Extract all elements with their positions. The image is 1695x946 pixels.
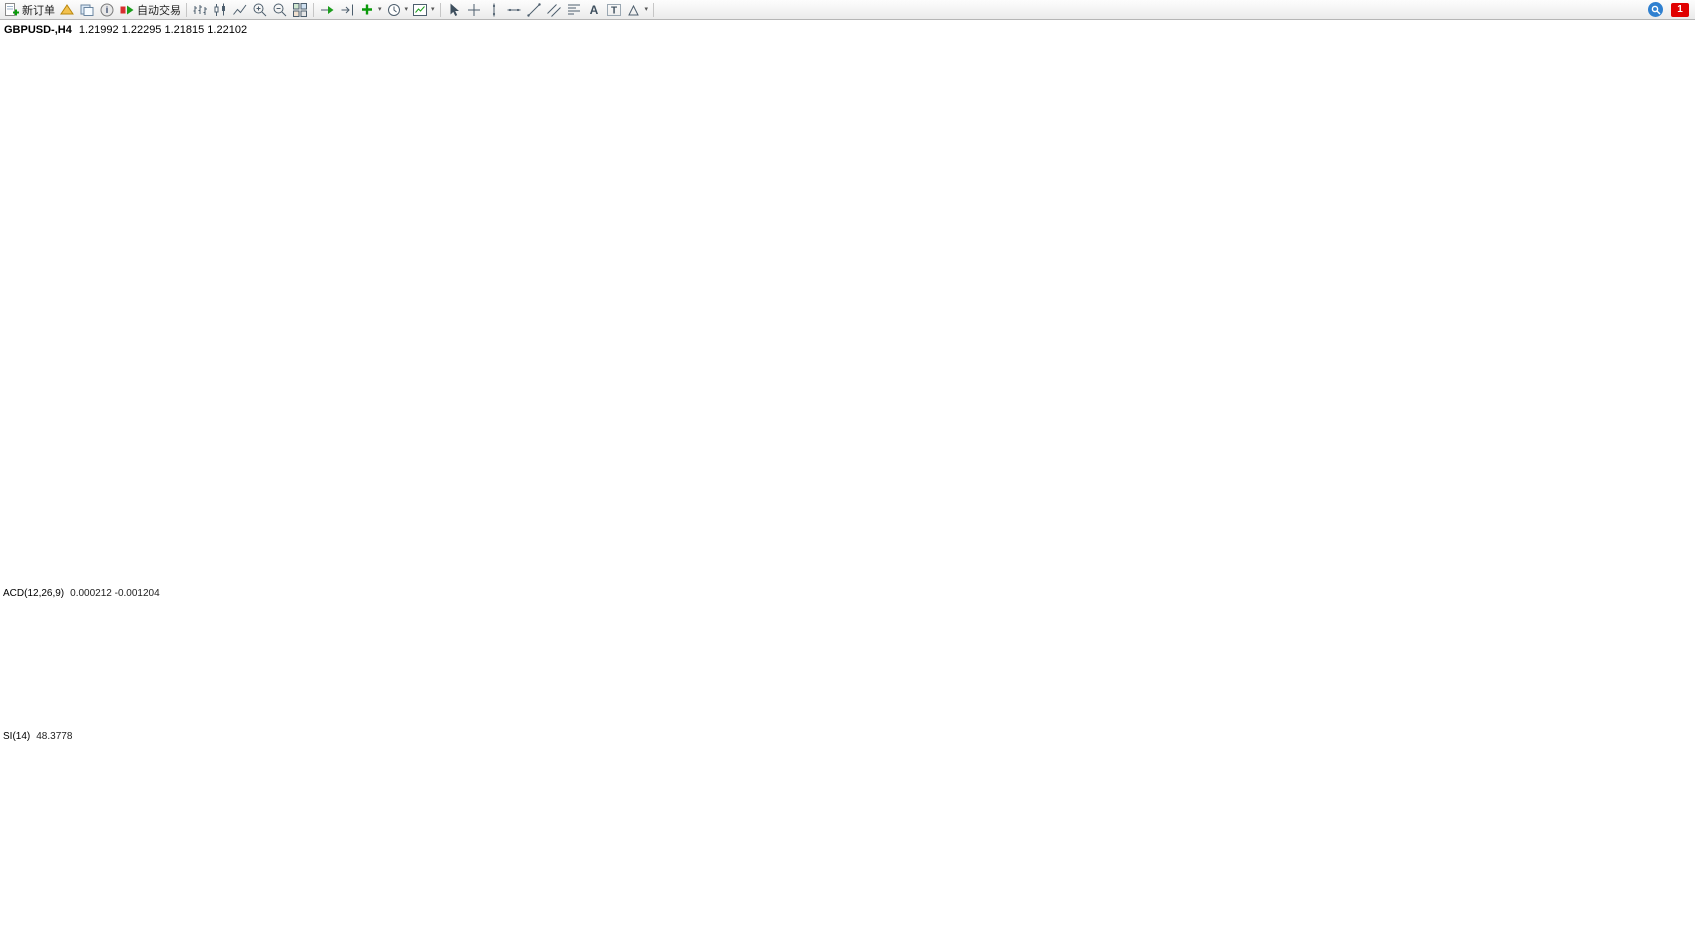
notification-badge[interactable]: 1: [1671, 2, 1689, 17]
auto-scroll-icon: [321, 5, 334, 14]
toolbar-right-group: 1: [1648, 2, 1693, 17]
data-window-button[interactable]: [77, 1, 97, 19]
fibonacci-icon: [567, 4, 580, 14]
text-label-icon: T: [606, 3, 621, 16]
svg-text:A: A: [589, 3, 598, 17]
line-chart-icon: [233, 4, 247, 15]
market-watch-icon: [60, 3, 74, 14]
text-label-button[interactable]: T: [604, 1, 624, 19]
tile-windows-button[interactable]: [290, 1, 310, 19]
trendline-button[interactable]: [524, 1, 544, 19]
vertical-line-icon: [492, 3, 495, 16]
main-toolbar: 新订单 i 自动交易: [0, 0, 1695, 20]
chevron-down-icon: ▾: [378, 6, 382, 13]
templates-button[interactable]: ▾: [410, 1, 437, 19]
zoom-out-icon: [273, 3, 287, 16]
periods-button[interactable]: ▾: [384, 1, 411, 19]
horizontal-line-icon: [507, 8, 521, 11]
channel-button[interactable]: [544, 1, 564, 19]
navigator-icon: i: [100, 3, 114, 16]
cursor-icon: [450, 3, 459, 16]
chart-shift-button[interactable]: [337, 1, 357, 19]
fibonacci-button[interactable]: [564, 1, 584, 19]
zoom-out-button[interactable]: [270, 1, 290, 19]
vertical-line-button[interactable]: [484, 1, 504, 19]
svg-text:T: T: [610, 5, 616, 16]
new-order-icon: [5, 2, 19, 16]
crosshair-button[interactable]: [464, 1, 484, 19]
svg-text:i: i: [106, 5, 109, 15]
bar-chart-icon: [193, 4, 207, 15]
candlestick-chart-button[interactable]: [210, 1, 230, 19]
toolbar-separator: [186, 2, 187, 17]
line-chart-button[interactable]: [230, 1, 250, 19]
auto-trading-button[interactable]: 自动交易: [117, 1, 183, 19]
text-button[interactable]: A: [584, 1, 604, 19]
bar-chart-button[interactable]: [190, 1, 210, 19]
zoom-in-icon: [253, 3, 267, 16]
auto-trading-label: 自动交易: [137, 4, 181, 17]
navigator-button[interactable]: i: [97, 1, 117, 19]
auto-scroll-button[interactable]: [317, 1, 337, 19]
indicators-button[interactable]: ▾: [357, 1, 384, 19]
crosshair-icon: [467, 3, 480, 16]
community-search-button[interactable]: [1648, 2, 1663, 17]
chevron-down-icon: ▾: [644, 6, 649, 13]
tile-windows-icon: [293, 2, 307, 17]
new-order-button[interactable]: 新订单: [2, 1, 57, 19]
chevron-down-icon: ▾: [404, 6, 409, 13]
channel-icon: [546, 3, 561, 17]
market-watch-button[interactable]: [57, 1, 77, 19]
toolbar-separator: [313, 2, 314, 17]
periods-clock-icon: [387, 3, 400, 16]
chart-shift-icon: [341, 4, 353, 15]
data-window-icon: [80, 4, 94, 16]
cursor-button[interactable]: [444, 1, 464, 19]
shapes-button[interactable]: ▾: [624, 1, 651, 19]
text-icon: A: [589, 3, 598, 17]
toolbar-separator: [439, 2, 441, 17]
horizontal-line-button[interactable]: [504, 1, 524, 19]
search-icon: [1651, 5, 1660, 14]
chevron-down-icon: ▾: [431, 6, 435, 13]
templates-icon: [413, 3, 428, 16]
shapes-arrow-icon: [627, 4, 639, 15]
indicators-add-icon: [362, 4, 372, 14]
new-order-label: 新订单: [22, 4, 55, 17]
auto-trading-icon: [120, 5, 134, 14]
zoom-in-button[interactable]: [250, 1, 270, 19]
candlestick-chart-icon: [214, 3, 225, 16]
trendline-icon: [526, 2, 541, 17]
toolbar-separator: [653, 2, 655, 17]
